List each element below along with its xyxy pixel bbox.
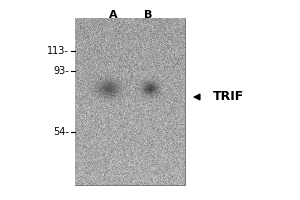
Bar — [75, 18, 185, 185]
Text: TRIF: TRIF — [213, 90, 244, 104]
Text: 113-: 113- — [47, 46, 69, 56]
Text: B: B — [144, 10, 152, 20]
Text: 54-: 54- — [53, 127, 69, 137]
Text: 93-: 93- — [53, 66, 69, 76]
Text: A: A — [109, 10, 117, 20]
